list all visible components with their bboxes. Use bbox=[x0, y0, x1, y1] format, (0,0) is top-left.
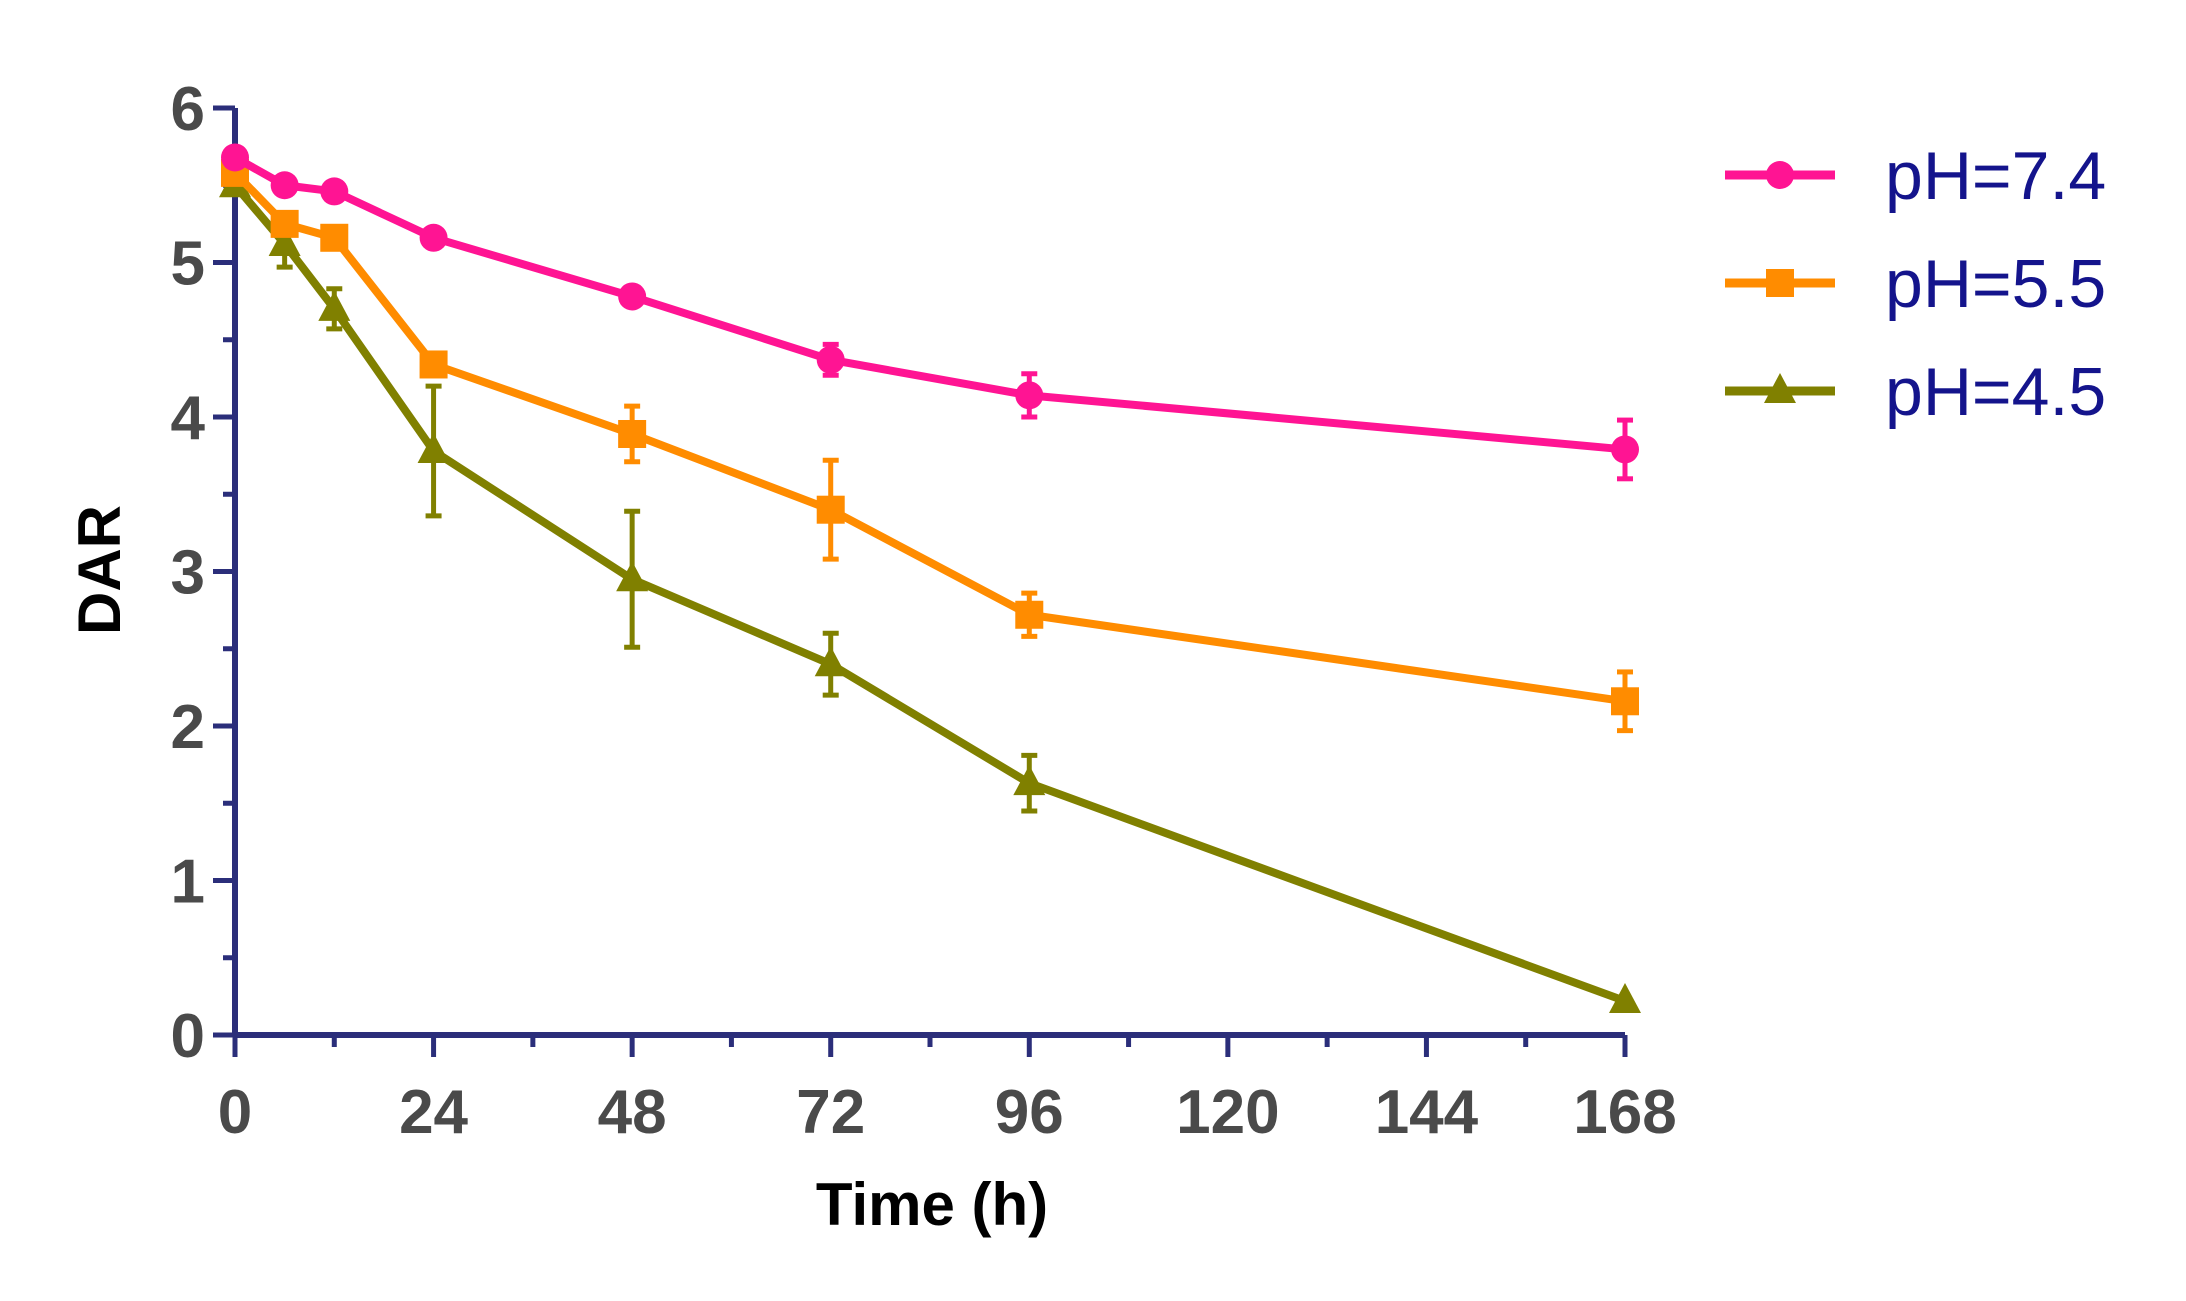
y-tick-label: 4 bbox=[171, 384, 206, 453]
data-point bbox=[270, 171, 299, 200]
y-tick-label: 1 bbox=[171, 848, 205, 917]
x-tick-label: 24 bbox=[399, 1078, 468, 1147]
data-point bbox=[616, 561, 649, 592]
y-axis-title: DAR bbox=[66, 505, 133, 635]
legend-marker bbox=[1766, 161, 1794, 189]
data-point bbox=[268, 225, 301, 256]
data-point bbox=[618, 419, 647, 448]
data-point bbox=[270, 209, 299, 238]
series-line bbox=[233, 153, 1626, 454]
data-point bbox=[618, 282, 647, 311]
x-tick-label: 144 bbox=[1375, 1078, 1479, 1147]
data-point bbox=[1013, 765, 1046, 796]
data-point bbox=[1611, 435, 1639, 464]
x-tick-label: 0 bbox=[218, 1078, 252, 1147]
legend-label: pH=4.5 bbox=[1885, 354, 2106, 430]
legend-entry: pH=7.4 bbox=[1725, 138, 2106, 214]
x-tick-label: 48 bbox=[598, 1078, 667, 1147]
data-point bbox=[320, 177, 349, 206]
y-tick-label: 2 bbox=[171, 693, 205, 762]
data-point bbox=[816, 495, 845, 524]
series-ph-7-4 bbox=[221, 143, 1639, 482]
x-tick-label: 168 bbox=[1573, 1078, 1676, 1147]
y-tick-label: 5 bbox=[171, 230, 205, 299]
x-tick-label: 120 bbox=[1176, 1078, 1279, 1147]
x-tick-label: 96 bbox=[995, 1078, 1064, 1147]
data-point bbox=[419, 223, 448, 252]
legend-label: pH=5.5 bbox=[1885, 246, 2106, 322]
data-point bbox=[814, 646, 847, 677]
y-tick-label: 3 bbox=[171, 539, 205, 608]
legend-marker bbox=[1764, 373, 1796, 403]
legend-marker bbox=[1766, 269, 1794, 297]
data-point bbox=[1611, 687, 1639, 716]
series-line bbox=[232, 170, 1626, 706]
data-point bbox=[419, 350, 448, 379]
legend-label: pH=7.4 bbox=[1885, 138, 2106, 214]
data-point bbox=[417, 432, 450, 463]
x-axis-title: Time (h) bbox=[816, 1171, 1048, 1238]
data-point bbox=[221, 143, 249, 172]
legend-entry: pH=4.5 bbox=[1725, 354, 2106, 430]
legend-entry: pH=5.5 bbox=[1725, 246, 2106, 322]
series-ph-4-5 bbox=[219, 167, 1641, 1014]
data-point bbox=[318, 290, 351, 321]
data-point bbox=[320, 223, 349, 252]
data-point bbox=[1015, 600, 1044, 629]
y-tick-label: 6 bbox=[171, 75, 205, 144]
y-tick-label: 0 bbox=[171, 1002, 205, 1071]
x-tick-label: 72 bbox=[796, 1078, 865, 1147]
data-point bbox=[816, 345, 845, 374]
series-line bbox=[231, 182, 1627, 1005]
data-point bbox=[1015, 381, 1044, 410]
data-point bbox=[1609, 983, 1641, 1014]
